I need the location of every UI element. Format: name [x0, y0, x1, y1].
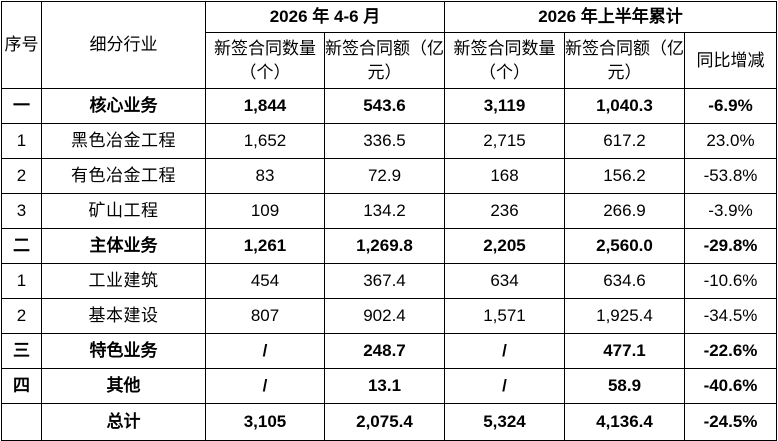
row-industry: 特色业务: [41, 333, 206, 369]
row-h-amount: 2,560.0: [564, 228, 685, 264]
row-industry: 工业建筑: [41, 263, 206, 299]
header-group-halfyear: 2026 年上半年累计: [444, 1, 777, 33]
row-h-count: 2,205: [444, 228, 565, 264]
row-q-amount: 1,269.8: [324, 228, 445, 264]
row-seq: 3: [1, 193, 42, 229]
row-seq: 二: [1, 228, 42, 264]
row-q-amount: 543.6: [324, 88, 445, 124]
row-industry: 主体业务: [41, 228, 206, 264]
row-seq: 2: [1, 298, 42, 334]
row-seq: [1, 403, 42, 441]
row-q-amount: 13.1: [324, 368, 445, 404]
table-row: 三特色业务/248.7/477.1 -22.6%: [1, 333, 777, 369]
row-industry: 黑色冶金工程: [41, 123, 206, 159]
row-q-amount: 72.9: [324, 158, 445, 194]
table-row: 二主体业务 1,261 1,269.8 2,205 2,560.0 -29.8%: [1, 228, 777, 264]
row-yoy: -3.9%: [684, 193, 777, 229]
row-h-amount: 1,925.4: [564, 298, 685, 334]
row-yoy: -53.8%: [684, 158, 777, 194]
header-h-count: 新签合同数量（个）: [444, 32, 565, 89]
row-h-count: /: [444, 368, 565, 404]
row-yoy: -29.8%: [684, 228, 777, 264]
row-seq: 2: [1, 158, 42, 194]
row-h-count: 168: [444, 158, 565, 194]
header-q-amount: 新签合同额（亿元）: [324, 32, 445, 89]
row-industry: 总计: [41, 403, 206, 441]
header-q-count: 新签合同数量（个）: [205, 32, 325, 89]
table-row: 2 有色冶金工程 83 72.9 168 156.2 -53.8%: [1, 158, 777, 194]
row-q-count: 3,105: [205, 403, 325, 441]
row-q-amount: 902.4: [324, 298, 445, 334]
row-h-count: 3,119: [444, 88, 565, 124]
row-h-count: /: [444, 333, 565, 369]
row-yoy: -10.6%: [684, 263, 777, 299]
row-q-count: 1,844: [205, 88, 325, 124]
row-h-amount: 1,040.3: [564, 88, 685, 124]
row-yoy: -22.6%: [684, 333, 777, 369]
header-group-quarter: 2026 年 4-6 月: [205, 1, 445, 33]
table-row: 一核心业务 1,844 543.6 3,119 1,040.3 -6.9%: [1, 88, 777, 124]
row-h-amount: 634.6: [564, 263, 685, 299]
row-yoy: -6.9%: [684, 88, 777, 124]
row-q-amount: 134.2: [324, 193, 445, 229]
header-yoy: 同比增减: [684, 32, 777, 89]
row-q-count: /: [205, 333, 325, 369]
table-row: 2 基本建设 807 902.4 1,571 1,925.4 -34.5%: [1, 298, 777, 334]
table-row: 1 黑色冶金工程 1,652 336.5 2,715 617.2 23.0%: [1, 123, 777, 159]
row-q-count: 83: [205, 158, 325, 194]
header-h-amount: 新签合同额（亿元）: [564, 32, 685, 89]
row-h-amount: 477.1: [564, 333, 685, 369]
header-seq: 序号: [1, 1, 42, 89]
table-row: 3 矿山工程 109 134.2 236 266.9 -3.9%: [1, 193, 777, 229]
row-yoy: 23.0%: [684, 123, 777, 159]
row-industry: 有色冶金工程: [41, 158, 206, 194]
row-h-count: 1,571: [444, 298, 565, 334]
row-q-count: /: [205, 368, 325, 404]
row-seq: 1: [1, 263, 42, 299]
table-row: 1 工业建筑 454 367.4 634 634.6 -10.6%: [1, 263, 777, 299]
row-industry: 核心业务: [41, 88, 206, 124]
row-h-amount: 266.9: [564, 193, 685, 229]
row-q-count: 109: [205, 193, 325, 229]
row-q-amount: 367.4: [324, 263, 445, 299]
row-q-count: 1,261: [205, 228, 325, 264]
row-q-amount: 336.5: [324, 123, 445, 159]
row-h-amount: 58.9: [564, 368, 685, 404]
table-body: 一核心业务 1,844 543.6 3,119 1,040.3 -6.9% 1 黑色冶金工程 1…: [1, 88, 777, 441]
row-q-count: 454: [205, 263, 325, 299]
table-row: 四其他/13.1/58.9 -40.6%: [1, 368, 777, 404]
row-h-count: 236: [444, 193, 565, 229]
row-industry: 矿山工程: [41, 193, 206, 229]
row-q-amount: 2,075.4: [324, 403, 445, 441]
header-industry: 细分行业: [41, 1, 206, 89]
row-h-amount: 617.2: [564, 123, 685, 159]
row-q-count: 1,652: [205, 123, 325, 159]
row-yoy: -40.6%: [684, 368, 777, 404]
row-h-count: 634: [444, 263, 565, 299]
row-q-amount: 248.7: [324, 333, 445, 369]
row-seq: 一: [1, 88, 42, 124]
row-h-amount: 156.2: [564, 158, 685, 194]
row-h-count: 5,324: [444, 403, 565, 441]
row-yoy: -24.5%: [684, 403, 777, 441]
row-seq: 1: [1, 123, 42, 159]
row-q-count: 807: [205, 298, 325, 334]
row-seq: 三: [1, 333, 42, 369]
row-seq: 四: [1, 368, 42, 404]
row-yoy: -34.5%: [684, 298, 777, 334]
row-h-amount: 4,136.4: [564, 403, 685, 441]
table-row: 总计 3,105 2,075.4 5,324 4,136.4 -24.5%: [1, 403, 777, 441]
row-industry: 基本建设: [41, 298, 206, 334]
row-industry: 其他: [41, 368, 206, 404]
row-h-count: 2,715: [444, 123, 565, 159]
